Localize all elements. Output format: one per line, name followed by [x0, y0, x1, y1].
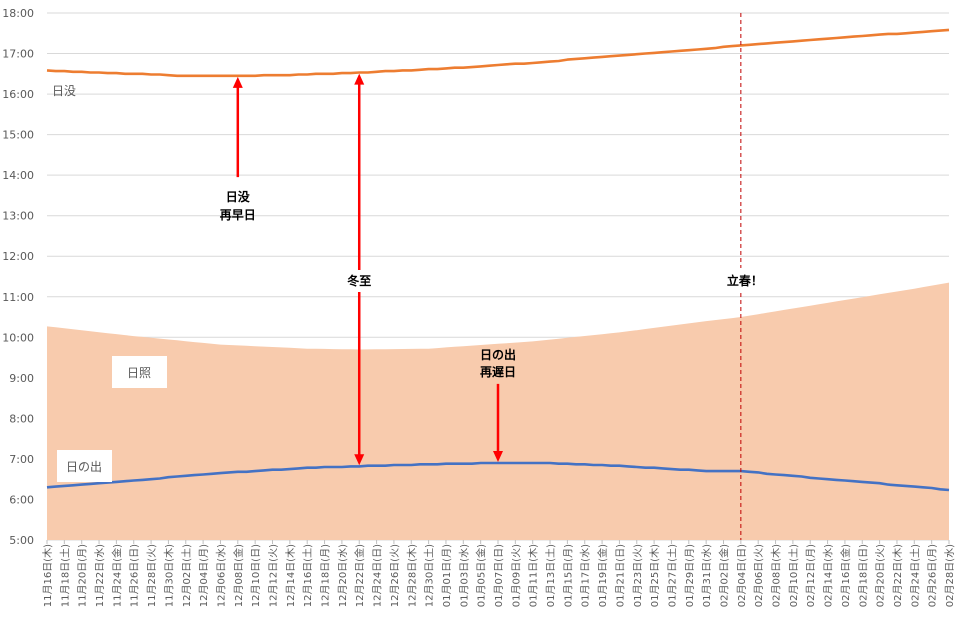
- x-tick-label: 12月24日(日): [372, 544, 384, 607]
- series-label-sunrise: 日の出: [66, 460, 102, 474]
- risshun-label-bg: [718, 268, 763, 292]
- x-tick-label: 01月17日(水): [580, 544, 592, 607]
- x-tick-label: 12月04日(月): [198, 544, 210, 607]
- x-tick-label: 01月05日(金): [475, 544, 488, 607]
- x-tick-label: 12月10日(日): [250, 544, 262, 607]
- x-tick-label: 11月30日(木): [163, 544, 175, 607]
- winter-solstice-label: 冬至: [347, 273, 371, 288]
- x-tick-label: 12月08日(金): [232, 544, 245, 607]
- risshun-label: 立春！: [727, 273, 763, 288]
- series-sunrise-line: [46, 461, 950, 492]
- x-tick-label: 11月26日(日): [129, 544, 141, 607]
- latest-sunrise-label: 再遅日: [480, 365, 516, 379]
- x-tick-label: 01月25日(木): [649, 544, 661, 607]
- x-tick-label: 01月13日(土): [544, 544, 557, 607]
- x-tick-label: 12月16日(土): [301, 544, 314, 607]
- latest-sunrise-label: 日の出: [480, 347, 516, 362]
- y-tick-label: 14:00: [2, 169, 34, 182]
- earliest-sunset-label: 再早日: [220, 208, 256, 222]
- x-tick-label: 12月02日(土): [180, 544, 193, 607]
- x-tick-label: 12月28日(木): [406, 544, 418, 607]
- series-label-sunset: 日没: [52, 83, 76, 98]
- x-tick-label: 11月16日(木): [42, 544, 54, 607]
- x-tick-label: 12月20日(水): [337, 544, 349, 607]
- winter-solstice-arrow-head-top: [354, 73, 365, 85]
- x-tick-label: 12月22日(金): [353, 544, 366, 607]
- x-tick-label: 02月08日(木): [771, 544, 783, 607]
- series-label-sunrise-bg: [57, 450, 112, 482]
- x-tick-label: 11月22日(水): [94, 544, 106, 607]
- x-tick-label: 11月24日(金): [110, 544, 123, 607]
- x-tick-label: 01月09日(火): [510, 544, 522, 607]
- x-tick-label: 01月21日(日): [614, 544, 626, 607]
- series-label-daylight: 日照: [127, 366, 151, 380]
- x-tick-label: 02月22日(木): [892, 544, 904, 607]
- series-label-daylight-bg: [112, 356, 167, 388]
- y-tick-label: 10:00: [2, 331, 34, 344]
- x-tick-label: 11月18日(土): [58, 544, 71, 607]
- x-tick-label: 11月20日(月): [77, 544, 89, 607]
- x-tick-label: 02月10日(土): [787, 544, 800, 607]
- y-tick-label: 5:00: [9, 534, 34, 547]
- y-tick-label: 9:00: [9, 372, 34, 385]
- x-tick-label: 01月27日(土): [665, 544, 678, 607]
- winter-solstice-arrow-head-bottom: [354, 454, 365, 466]
- winter-solstice-label-bg: [335, 270, 384, 292]
- x-tick-label: 02月26日(月): [927, 544, 939, 607]
- series-sunset-line: [46, 28, 950, 78]
- x-tick-label: 01月29日(月): [684, 544, 696, 607]
- x-tick-label: 12月14日(木): [285, 544, 297, 607]
- x-tick-label: 02月06日(火): [753, 544, 765, 607]
- y-tick-label: 7:00: [9, 453, 34, 466]
- y-tick-label: 17:00: [2, 48, 34, 61]
- x-tick-label: 02月24日(土): [908, 544, 921, 607]
- earliest-sunset-label: 日没: [226, 189, 251, 204]
- x-tick-label: 01月03日(水): [458, 544, 470, 607]
- latest-sunrise-arrow-head: [493, 450, 503, 462]
- y-tick-label: 12:00: [2, 250, 34, 263]
- x-tick-label: 02月04日(日): [736, 544, 748, 607]
- x-tick-label: 02月18日(日): [857, 544, 869, 607]
- earliest-sunset-arrow-head: [232, 76, 243, 88]
- y-tick-label: 16:00: [2, 88, 34, 101]
- x-tick-label: 12月06日(水): [215, 544, 227, 607]
- x-tick-label: 12月26日(火): [389, 544, 401, 607]
- y-tick-label: 15:00: [2, 129, 34, 142]
- x-tick-label: 12月18日(月): [320, 544, 332, 607]
- x-tick-label: 12月12日(火): [268, 544, 280, 607]
- x-tick-label: 01月01日(月): [441, 544, 453, 607]
- x-tick-label: 01月19日(金): [596, 544, 609, 607]
- y-tick-label: 18:00: [2, 7, 34, 20]
- x-tick-label: 01月31日(水): [701, 544, 713, 607]
- x-tick-label: 02月14日(水): [823, 544, 835, 607]
- y-tick-label: 11:00: [2, 291, 34, 304]
- x-tick-label: 12月30日(土): [423, 544, 436, 607]
- x-tick-label: 11月28日(火): [146, 544, 158, 607]
- x-tick-label: 02月20日(火): [875, 544, 887, 607]
- y-tick-label: 8:00: [9, 412, 34, 425]
- y-tick-label: 13:00: [2, 210, 34, 223]
- x-tick-label: 02月02日(金): [718, 544, 731, 607]
- x-tick-label: 02月16日(金): [839, 544, 852, 607]
- x-tick-label: 02月28日(水): [944, 544, 956, 607]
- x-tick-label: 01月07日(日): [493, 544, 505, 607]
- y-tick-label: 6:00: [9, 493, 34, 506]
- x-tick-label: 01月11日(木): [528, 544, 540, 607]
- x-tick-label: 02月12日(月): [805, 544, 817, 607]
- x-tick-label: 01月15日(月): [562, 544, 574, 607]
- x-tick-label: 01月23日(火): [632, 544, 644, 607]
